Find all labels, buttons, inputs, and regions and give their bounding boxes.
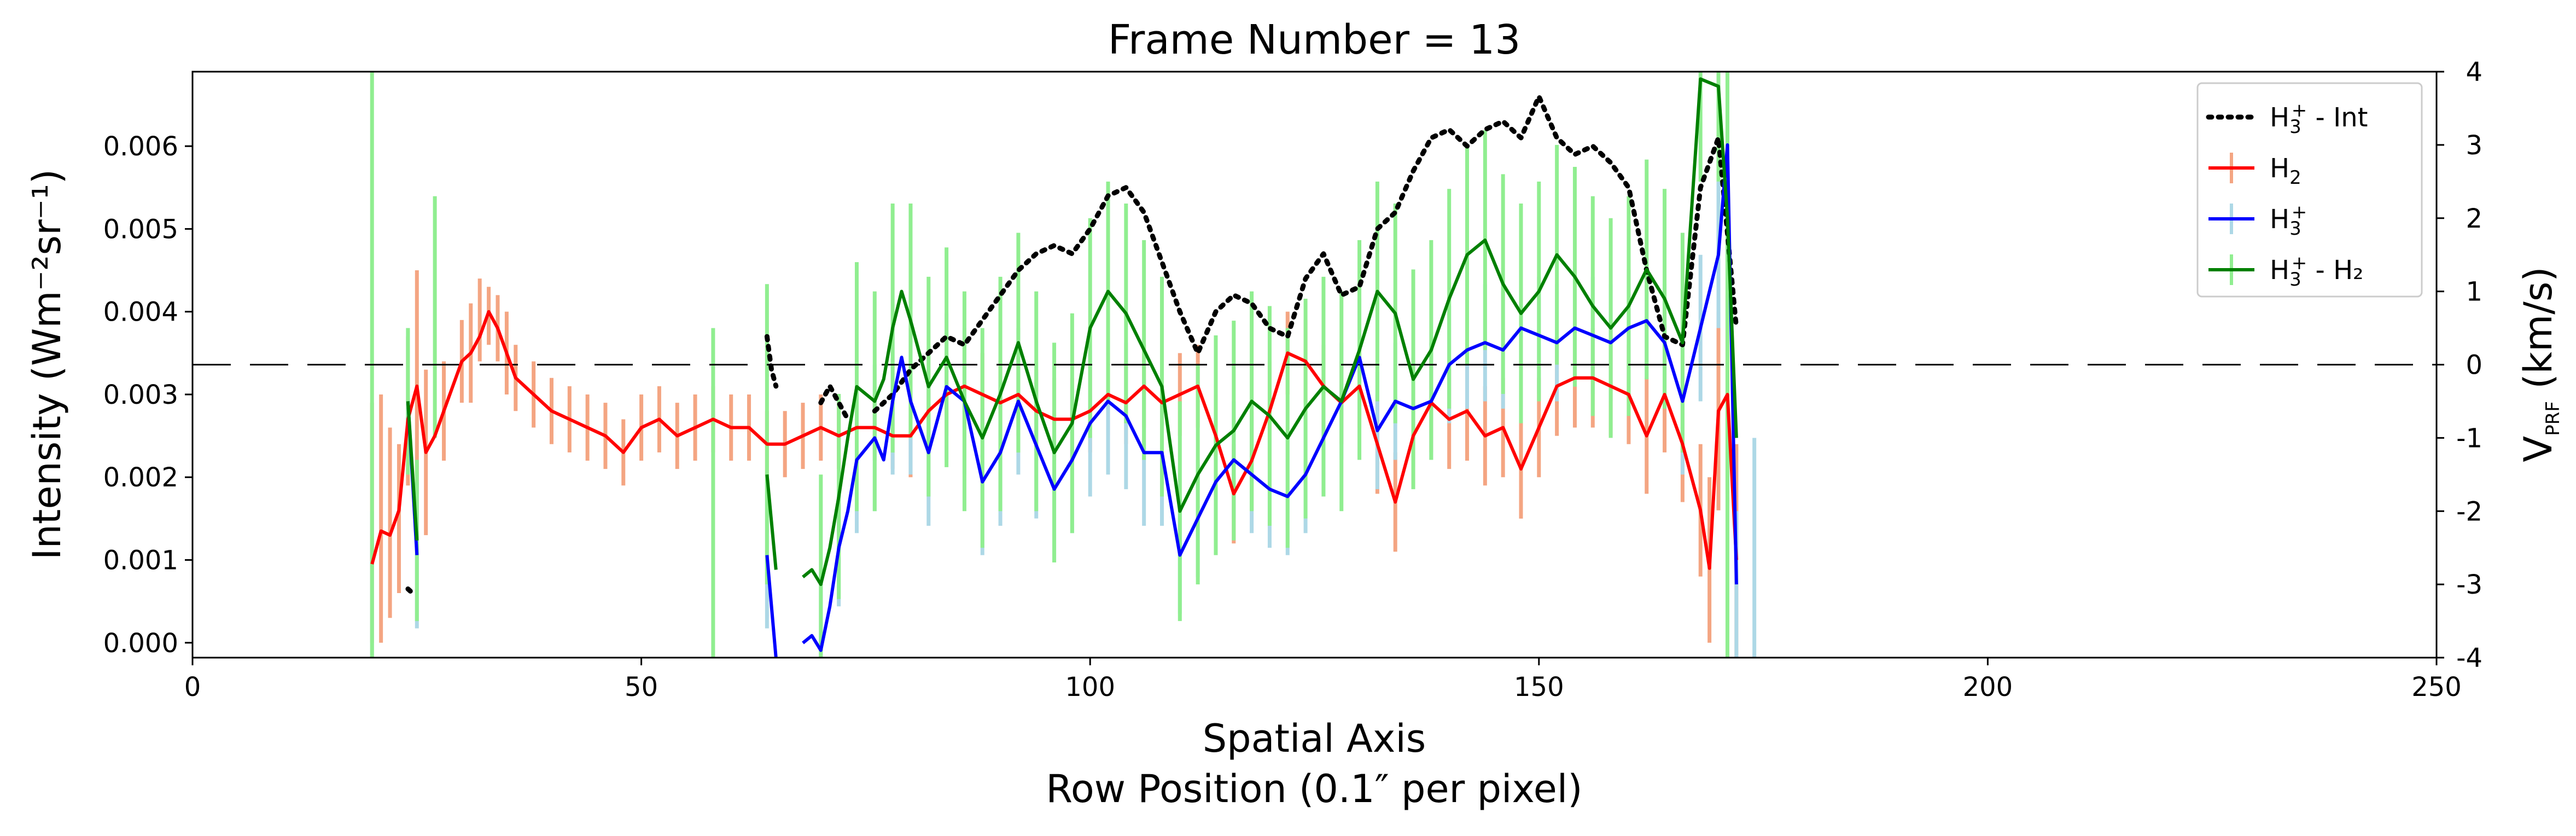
- y-right-axis-ticks: -4 -3 -2 -1 0 1 2 3 4: [2437, 57, 2482, 674]
- series-line-0: [764, 334, 779, 389]
- series-line-0: [405, 586, 415, 596]
- series-line-0: [818, 384, 850, 422]
- y-tick-label: 0.002: [103, 462, 178, 493]
- y-right-tick-label: 2: [2466, 204, 2482, 234]
- x-tick-label: 100: [1065, 672, 1115, 703]
- chart-title: Frame Number = 13: [1108, 16, 1521, 63]
- legend-entry-label: H3+ - Int: [2270, 100, 2368, 138]
- legend-entry-label: H3+ - H₂: [2270, 252, 2363, 291]
- series-lines: [370, 77, 1739, 658]
- y-axis-label: Intensity (Wm⁻²sr⁻¹): [25, 169, 69, 560]
- x-tick-label: 0: [184, 672, 201, 703]
- y-right-tick-label: -4: [2456, 643, 2482, 674]
- series-line-3: [802, 77, 1738, 587]
- y-right-tick-label: -3: [2456, 570, 2482, 600]
- y-tick-label: 0.005: [103, 214, 178, 245]
- x-axis-ticks: 0 50 100 150 200 250: [184, 658, 2462, 703]
- y-tick-label: 0.001: [103, 545, 178, 576]
- y-right-tick-label: 3: [2466, 130, 2482, 161]
- y-right-label-sub: PRF: [2542, 401, 2564, 436]
- y-right-label-unit: (km/s): [2516, 266, 2561, 401]
- x-tick-label: 150: [1514, 672, 1564, 703]
- x-tick-label: 200: [1963, 672, 2013, 703]
- series-line-2: [765, 555, 778, 658]
- series-line-0: [872, 94, 1739, 414]
- y-tick-label: 0.004: [103, 297, 178, 328]
- legend: H3+ - Int H2 H3+ H3+ - H₂: [2196, 82, 2423, 298]
- series-line-2: [802, 143, 1738, 652]
- y-right-tick-label: 0: [2466, 350, 2482, 381]
- x-axis-label-2: Row Position (0.1″ per pixel): [1046, 767, 1582, 811]
- series-line-3: [406, 401, 419, 541]
- y-right-tick-label: -1: [2456, 423, 2482, 454]
- x-axis-label: Spatial Axis: [1203, 716, 1426, 761]
- legend-box: [2196, 82, 2423, 298]
- y-right-axis-label: VPRF (km/s): [2516, 266, 2564, 462]
- x-tick-label: 50: [625, 672, 658, 703]
- y-tick-label: 0.006: [103, 131, 178, 162]
- legend-entry-label: H2: [2270, 153, 2301, 189]
- series-line-3: [765, 474, 778, 570]
- legend-entry-label: H3+: [2270, 201, 2307, 240]
- y-axis-ticks: 0.000 0.001 0.002 0.003 0.004 0.005 0.006: [103, 131, 193, 659]
- y-right-label-main: V: [2516, 436, 2561, 462]
- y-right-tick-label: 1: [2466, 277, 2482, 307]
- y-tick-label: 0.003: [103, 380, 178, 410]
- y-right-tick-label: 4: [2466, 57, 2482, 88]
- y-right-tick-label: -2: [2456, 496, 2482, 527]
- x-tick-label: 250: [2411, 672, 2462, 703]
- y-tick-label: 0.000: [103, 628, 178, 659]
- series-line-1: [370, 310, 1738, 570]
